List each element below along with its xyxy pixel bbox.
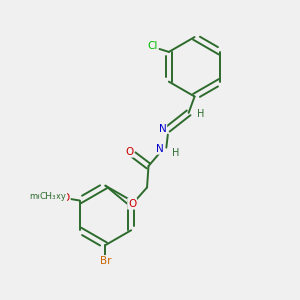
Text: CH₃: CH₃ [40,192,56,201]
Text: H: H [197,109,205,119]
Text: N: N [159,124,167,134]
Text: O: O [61,193,70,202]
Text: O: O [125,147,133,157]
Text: H: H [172,148,179,158]
Text: O: O [128,199,136,209]
Text: N: N [156,144,164,154]
Text: Cl: Cl [147,41,158,51]
Text: methoxy: methoxy [29,193,66,202]
Text: Br: Br [100,256,111,266]
